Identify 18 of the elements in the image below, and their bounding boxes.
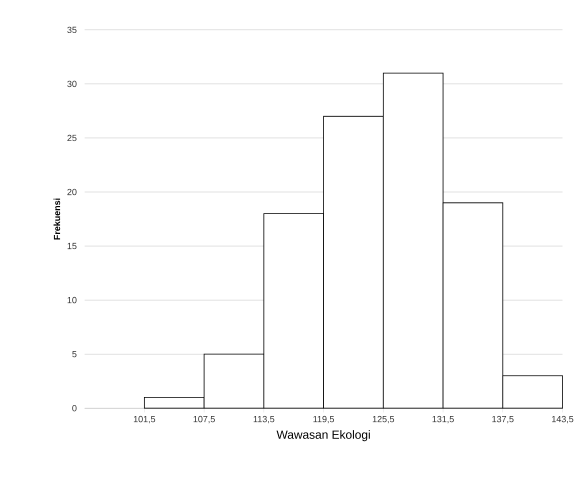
x-tick-label: 107,5 bbox=[194, 416, 215, 424]
y-axis-title: Frekuensi bbox=[54, 198, 60, 240]
x-tick-label: 113,5 bbox=[254, 416, 274, 424]
y-tick-label: 15 bbox=[68, 243, 77, 250]
y-tick-label: 10 bbox=[68, 297, 77, 304]
x-tick-label: 125,5 bbox=[372, 416, 394, 424]
x-tick-label: 119,5 bbox=[313, 416, 334, 424]
y-tick-label: 20 bbox=[67, 188, 77, 196]
x-tick-label: 101,5 bbox=[134, 416, 156, 424]
y-tick-label: 25 bbox=[67, 134, 77, 142]
x-tick-label: 143,5 bbox=[552, 416, 574, 424]
y-tick-label: 30 bbox=[67, 80, 77, 88]
x-axis-title: Wawasan Ekologi bbox=[276, 430, 370, 442]
y-tick-label: 5 bbox=[72, 351, 77, 358]
y-tick-label: 0 bbox=[72, 405, 77, 412]
y-tick-label: 35 bbox=[67, 26, 77, 34]
x-tick-label: 131,5 bbox=[432, 416, 454, 424]
x-tick-label: 137,5 bbox=[492, 416, 514, 424]
